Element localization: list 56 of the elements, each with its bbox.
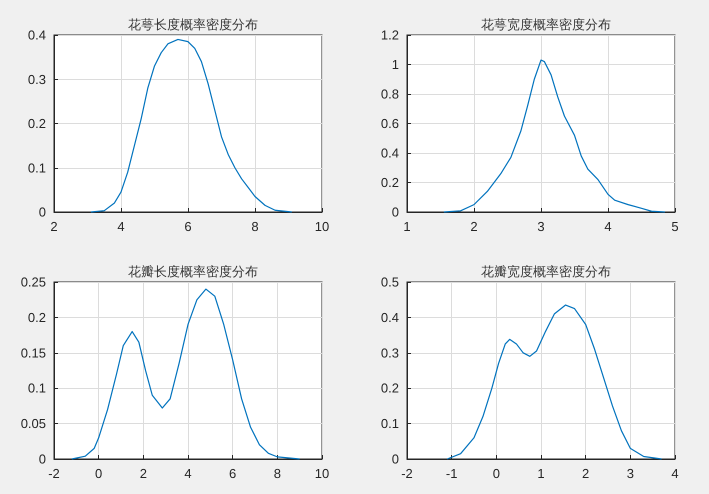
x-tick-label: -2 — [48, 466, 60, 481]
line-series — [446, 304, 662, 460]
y-tick-label: 0 — [392, 204, 399, 220]
x-tick-label: 4 — [604, 219, 612, 234]
y-tick-label: 0.2 — [28, 116, 46, 131]
x-tick-label: 2 — [470, 219, 478, 234]
y-tick-label: 0 — [38, 452, 46, 466]
y-tick-label: 0.6 — [380, 116, 399, 131]
x-tick-label: 2 — [50, 219, 58, 234]
x-tick-label: 10 — [314, 219, 330, 234]
x-tick-label: 1 — [403, 219, 411, 234]
x-tick-label: 4 — [117, 219, 125, 234]
x-tick-label: 2 — [582, 466, 590, 481]
y-tick-label: 0 — [38, 204, 46, 220]
x-tick-label: 4 — [184, 466, 192, 481]
x-tick-label: -2 — [401, 466, 413, 481]
x-tick-label: 2 — [140, 466, 147, 481]
y-tick-label: 0.2 — [380, 175, 399, 190]
x-tick-label: 10 — [314, 466, 330, 481]
chart-title: 花萼长度概率密度分布 — [128, 17, 258, 33]
y-tick-label: 0.1 — [380, 416, 399, 432]
x-tick-label: 5 — [671, 219, 679, 234]
y-tick-label: 1.2 — [380, 28, 399, 42]
y-tick-label: 0.15 — [20, 345, 46, 360]
x-tick-label: -1 — [446, 466, 458, 481]
line-series — [443, 59, 666, 213]
y-tick-label: 0.05 — [20, 416, 46, 432]
y-tick-label: 0.2 — [28, 310, 46, 325]
x-tick-label: 0 — [95, 466, 102, 481]
y-tick-label: 0.3 — [28, 72, 46, 87]
x-tick-label: 0 — [492, 466, 500, 481]
y-tick-label: 0.3 — [380, 345, 399, 360]
x-tick-label: 8 — [274, 466, 281, 481]
y-tick-label: 0.2 — [380, 380, 399, 396]
x-tick-label: 6 — [184, 219, 192, 234]
chart-title: 花瓣长度概率密度分布 — [128, 264, 258, 280]
line-series — [90, 38, 292, 213]
line-series — [71, 288, 300, 460]
x-tick-label: 8 — [251, 219, 259, 234]
y-tick-label: 0.25 — [20, 274, 46, 290]
y-tick-label: 0.1 — [28, 160, 46, 176]
y-tick-label: 0 — [392, 452, 399, 466]
chart-title: 花瓣宽度概率密度分布 — [481, 264, 611, 280]
chart-title: 花萼宽度概率密度分布 — [481, 17, 611, 33]
y-tick-label: 0.5 — [380, 274, 399, 290]
y-tick-label: 0.1 — [28, 380, 46, 396]
y-tick-label: 0.4 — [380, 146, 399, 160]
x-tick-label: 1 — [537, 466, 545, 481]
x-tick-label: 3 — [537, 219, 545, 234]
y-tick-label: 1 — [392, 57, 399, 72]
x-tick-label: 6 — [229, 466, 236, 481]
x-tick-label: 3 — [626, 466, 634, 481]
y-tick-label: 0.4 — [28, 28, 46, 42]
y-tick-label: 0.4 — [380, 310, 399, 325]
x-tick-label: 4 — [671, 466, 679, 481]
y-tick-label: 0.8 — [380, 86, 399, 102]
